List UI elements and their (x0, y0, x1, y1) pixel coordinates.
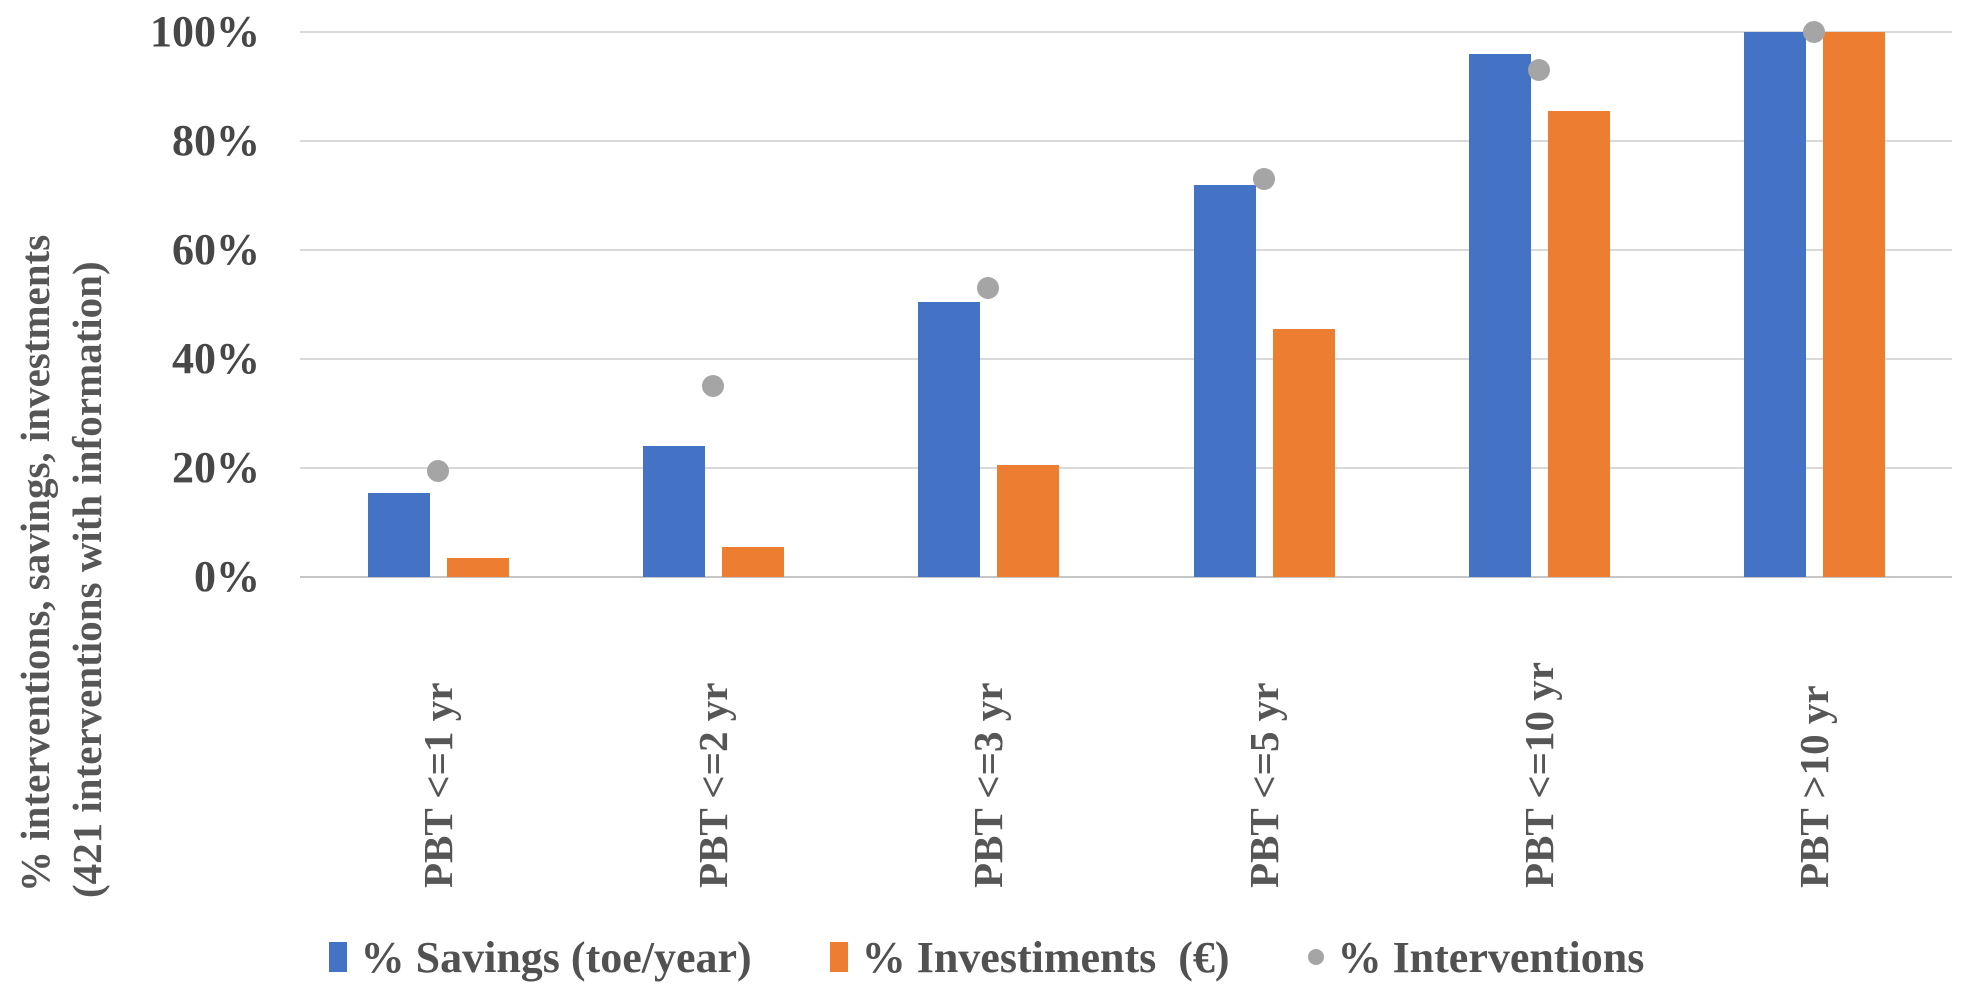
gridline-80 (300, 140, 1952, 142)
legend-square-icon (829, 942, 848, 972)
x-label-6: PBT >10 yr (1791, 685, 1838, 888)
x-label-1: PBT <=1 yr (414, 682, 461, 888)
savings-bar-3 (918, 301, 981, 577)
interventions-dot-5 (1528, 59, 1550, 82)
legend-label-1: % Savings (toe/year) (360, 932, 752, 982)
investments-bar-2 (722, 547, 784, 577)
interventions-dot-4 (1252, 168, 1275, 191)
gridline-20 (300, 467, 1952, 469)
interventions-dot-6 (1803, 21, 1826, 43)
interventions-dot-1 (426, 459, 449, 482)
x-label-2: PBT <=2 yr (690, 682, 736, 888)
y-tick-80%: 80% (172, 116, 260, 165)
legend-item-3: % Interventions (1307, 932, 1645, 983)
gridline-40 (300, 358, 1952, 360)
x-axis-line (300, 576, 1952, 578)
legend-square-icon (328, 942, 347, 972)
investments-bar-1 (446, 557, 509, 577)
gridline-100 (300, 31, 1952, 33)
gridline-60 (300, 249, 1952, 251)
investments-bar-3 (997, 465, 1060, 577)
plot-area (300, 21, 1952, 578)
legend: % Savings (toe/year) % Investiments (€) % … (0, 922, 1973, 992)
savings-bar-4 (1193, 184, 1256, 577)
savings-bar-2 (643, 446, 705, 577)
interventions-dot-2 (702, 375, 724, 398)
legend-item-2: % Investiments (€) (829, 932, 1230, 983)
legend-label-3: % Interventions (1337, 932, 1645, 982)
savings-bar-5 (1469, 53, 1531, 577)
legend-item-1: % Savings (toe/year) (328, 932, 752, 983)
x-label-4: PBT <=5 yr (1240, 682, 1287, 888)
y-tick-20%: 20% (172, 443, 260, 492)
savings-bar-1 (367, 492, 430, 577)
interventions-dot-3 (977, 277, 1000, 300)
legend-label-2: % Investiments (€) (861, 932, 1230, 982)
y-tick-60%: 60% (172, 225, 260, 274)
legend-dot-icon (1307, 949, 1324, 965)
y-tick-100%: 100% (150, 7, 260, 56)
x-label-3: PBT <=3 yr (965, 682, 1012, 888)
investments-bar-5 (1548, 111, 1610, 577)
x-label-5: PBT <=10 yr (1516, 662, 1562, 888)
investments-bar-6 (1823, 32, 1886, 577)
y-tick-0%: 0% (194, 552, 260, 601)
y-tick-40%: 40% (172, 334, 260, 383)
investments-bar-4 (1272, 329, 1335, 577)
savings-bar-6 (1744, 32, 1807, 577)
